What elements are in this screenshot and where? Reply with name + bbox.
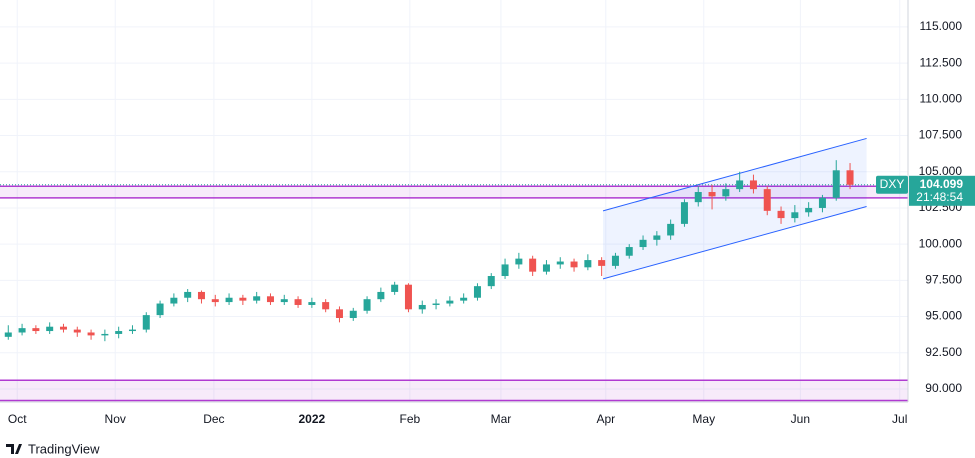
- x-tick-label: Mar: [491, 412, 512, 426]
- candle-body: [598, 260, 606, 266]
- candle-body: [115, 331, 123, 334]
- y-tick-label: 100.000: [919, 236, 963, 250]
- brand: TradingView: [28, 441, 100, 456]
- candle-body: [460, 297, 468, 301]
- candle-body: [446, 300, 454, 304]
- candle-body: [639, 239, 647, 248]
- candle-body: [818, 197, 826, 208]
- candle-body: [736, 180, 744, 190]
- candle-body: [73, 329, 81, 333]
- candle-body: [529, 258, 537, 272]
- candle-body: [253, 296, 261, 301]
- y-tick-label: 110.000: [920, 92, 963, 106]
- candle-body: [335, 309, 343, 319]
- candle-body: [611, 255, 619, 266]
- candle-body: [846, 170, 854, 185]
- y-tick-label: 112.500: [920, 55, 963, 69]
- candle-body: [142, 315, 150, 330]
- candle-body: [32, 328, 40, 332]
- candle-body: [653, 235, 661, 240]
- candle-body: [487, 276, 495, 287]
- x-tick-label: 2022: [299, 412, 326, 426]
- candle-body: [101, 333, 109, 336]
- candle-body: [501, 264, 509, 277]
- channel-line: [602, 137, 867, 212]
- y-tick-label: 107.500: [919, 128, 963, 142]
- x-tick-label: Nov: [105, 412, 126, 426]
- candle-body: [280, 299, 288, 303]
- x-tick-label: Jul: [892, 412, 907, 426]
- x-tick-label: Oct: [8, 412, 27, 426]
- brand-logo: [6, 444, 22, 454]
- candle-body: [680, 202, 688, 224]
- candle-body: [473, 286, 481, 298]
- candle-body: [128, 329, 136, 332]
- y-tick-label: 95.000: [925, 309, 962, 323]
- candle-body: [708, 192, 716, 197]
- candle-body: [584, 260, 592, 268]
- candle-body: [308, 302, 316, 305]
- candle-body: [87, 332, 95, 336]
- x-tick-label: Apr: [596, 412, 615, 426]
- y-tick-label: 97.500: [925, 273, 962, 287]
- candle-body: [239, 297, 247, 301]
- candle-body: [294, 299, 302, 305]
- candle-body: [170, 297, 178, 304]
- grid: [0, 0, 908, 402]
- level-band: [0, 186, 908, 198]
- candle-body: [694, 192, 702, 203]
- channel-line: [602, 206, 867, 280]
- ticker: DXY: [880, 177, 905, 191]
- candle-body: [18, 328, 26, 333]
- candle-body: [349, 310, 357, 319]
- x-tick-label: Dec: [203, 412, 224, 426]
- y-tick-label: 105.000: [919, 164, 963, 178]
- candle-body: [805, 207, 813, 213]
- candle-body: [749, 180, 757, 190]
- last-price-label: 104.099: [920, 177, 964, 191]
- candle-body: [832, 170, 840, 198]
- countdown: 21:48:54: [916, 190, 963, 204]
- channel-fill: [603, 138, 867, 279]
- candle-body: [542, 264, 550, 272]
- x-tick-label: Feb: [399, 412, 420, 426]
- candle-body: [777, 210, 785, 219]
- candle-body: [391, 284, 399, 292]
- candle-body: [184, 291, 192, 298]
- candle-body: [363, 299, 371, 311]
- y-tick-label: 90.000: [925, 381, 962, 395]
- candle-body: [432, 303, 440, 305]
- candle-body: [570, 261, 578, 268]
- price-box: [909, 175, 975, 206]
- candle-body: [667, 223, 675, 236]
- y-tick-label: 115.000: [920, 19, 963, 33]
- candle-body: [625, 247, 633, 256]
- candle-body: [197, 291, 205, 300]
- candle-body: [4, 332, 12, 337]
- x-tick-label: May: [692, 412, 715, 426]
- candle-body: [556, 261, 564, 265]
- candle-body: [266, 296, 274, 303]
- candle-body: [763, 189, 771, 211]
- candle-body: [46, 326, 54, 332]
- candle-body: [322, 302, 330, 310]
- y-tick-label: 92.500: [925, 345, 962, 359]
- candle-body: [225, 297, 233, 303]
- candle-body: [418, 304, 426, 310]
- candle-body: [791, 212, 799, 219]
- candle-body: [515, 258, 523, 265]
- zone: [0, 380, 908, 401]
- candle-body: [377, 291, 385, 300]
- candle-body: [404, 284, 412, 310]
- x-tick-label: Jun: [791, 412, 810, 426]
- candle-body: [722, 189, 730, 197]
- candle-body: [59, 326, 67, 330]
- candle-body: [156, 303, 164, 316]
- candle-body: [211, 299, 219, 303]
- ticker-box: [876, 175, 908, 194]
